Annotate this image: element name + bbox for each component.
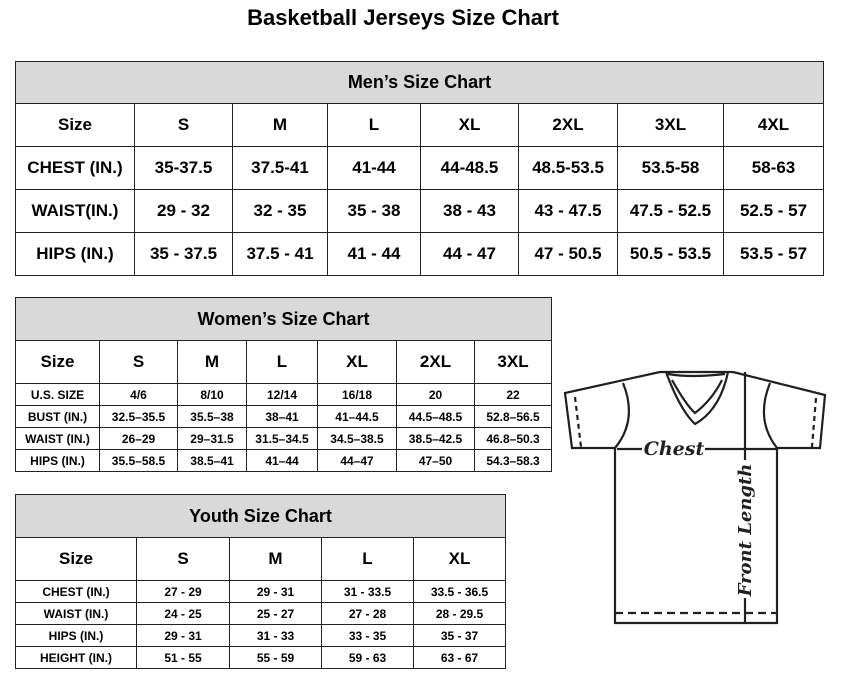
- value-cell: 38.5–41: [177, 449, 247, 472]
- value-cell: 47 - 50.5: [518, 232, 618, 276]
- left-sleeve-seam: [614, 382, 630, 449]
- table-row: HIPS (IN.) 35 - 37.5 37.5 - 41 41 - 44 44 - …: [15, 232, 824, 276]
- row-label: BUST (IN.): [15, 405, 100, 428]
- size-cell: XL: [412, 537, 507, 581]
- mens-heading: Men’s Size Chart: [15, 61, 824, 104]
- value-cell: 53.5-58: [617, 146, 724, 190]
- size-cell: M: [232, 103, 328, 147]
- value-cell: 38–41: [246, 405, 318, 428]
- table-row: HEIGHT (IN.) 51 - 55 55 - 59 59 - 63 63 - 67: [15, 646, 507, 669]
- value-cell: 33 - 35: [321, 624, 414, 647]
- value-cell: 33.5 - 36.5: [412, 580, 507, 603]
- value-cell: 31 - 33: [229, 624, 322, 647]
- size-row: Size S M L XL: [15, 537, 507, 581]
- size-label: Size: [15, 340, 100, 384]
- womens-size-table: Women’s Size Chart Size S M L XL 2XL 3XL U.S. S…: [14, 297, 553, 472]
- table-row: CHEST (IN.) 27 - 29 29 - 31 31 - 33.5 33.5 -…: [15, 580, 507, 603]
- value-cell: 41-44: [327, 146, 421, 190]
- size-cell: S: [134, 103, 233, 147]
- value-cell: 47–50: [396, 449, 475, 472]
- page-title: Basketball Jerseys Size Chart: [247, 5, 559, 30]
- value-cell: 55 - 59: [229, 646, 322, 669]
- size-cell: 2XL: [518, 103, 618, 147]
- value-cell: 27 - 29: [136, 580, 230, 603]
- value-cell: 59 - 63: [321, 646, 414, 669]
- size-cell: L: [246, 340, 318, 384]
- value-cell: 24 - 25: [136, 602, 230, 625]
- table-row: WAIST (IN.) 24 - 25 25 - 27 27 - 28 28 - 29.…: [15, 602, 507, 625]
- size-cell: 3XL: [617, 103, 724, 147]
- value-cell: 46.8–50.3: [473, 427, 553, 450]
- value-cell: 44-48.5: [420, 146, 519, 190]
- value-cell: 52.5 - 57: [723, 189, 824, 233]
- table-row: CHEST (IN.) 35-37.5 37.5-41 41-44 44-48.5 48.…: [15, 146, 824, 190]
- value-cell: 54.3–58.3: [473, 449, 553, 472]
- right-sleeve-seam: [762, 382, 778, 449]
- row-label: WAIST (IN.): [15, 602, 137, 625]
- size-cell: 2XL: [396, 340, 475, 384]
- value-cell: 35.5–38: [177, 405, 247, 428]
- size-cell: XL: [420, 103, 519, 147]
- value-cell: 32 - 35: [232, 189, 328, 233]
- row-label: WAIST(IN.): [15, 189, 135, 233]
- value-cell: 26–29: [99, 427, 178, 450]
- value-cell: 58-63: [723, 146, 824, 190]
- youth-size-table: Youth Size Chart Size S M L XL CHEST (IN.) 27 …: [14, 494, 507, 669]
- mens-size-table: Men’s Size Chart Size S M L XL 2XL 3XL 4XL CHEST…: [15, 61, 824, 276]
- row-label: HEIGHT (IN.): [15, 646, 137, 669]
- value-cell: 38 - 43: [420, 189, 519, 233]
- value-cell: 25 - 27: [229, 602, 322, 625]
- table-row: WAIST(IN.) 29 - 32 32 - 35 35 - 38 38 - 43 43…: [15, 189, 824, 233]
- value-cell: 29 - 31: [136, 624, 230, 647]
- value-cell: 52.8–56.5: [473, 405, 553, 428]
- size-cell: M: [229, 537, 322, 581]
- value-cell: 29–31.5: [177, 427, 247, 450]
- jersey-outline: [563, 370, 827, 625]
- size-row: Size S M L XL 2XL 3XL 4XL: [15, 103, 824, 147]
- jersey-collar: [660, 370, 733, 426]
- chest-label: Chest: [644, 438, 705, 460]
- table-row: HIPS (IN.) 35.5–58.5 38.5–41 41–44 44–47 47–5…: [15, 449, 553, 472]
- size-cell: L: [321, 537, 414, 581]
- value-cell: 44.5–48.5: [396, 405, 475, 428]
- value-cell: 43 - 47.5: [518, 189, 618, 233]
- value-cell: 34.5–38.5: [317, 427, 397, 450]
- front-length-label: Front Length: [735, 464, 756, 598]
- value-cell: 48.5-53.5: [518, 146, 618, 190]
- size-cell: L: [327, 103, 421, 147]
- size-cell: S: [136, 537, 230, 581]
- sleeve-hem-dashes: [573, 396, 818, 448]
- size-label: Size: [15, 537, 137, 581]
- value-cell: 35 - 38: [327, 189, 421, 233]
- value-cell: 28 - 29.5: [412, 602, 507, 625]
- table-row: BUST (IN.) 32.5–35.5 35.5–38 38–41 41–44.5 44…: [15, 405, 553, 428]
- value-cell: 38.5–42.5: [396, 427, 475, 450]
- row-label: HIPS (IN.): [15, 232, 135, 276]
- value-cell: 35 - 37.5: [134, 232, 233, 276]
- size-row: Size S M L XL 2XL 3XL: [15, 340, 553, 384]
- value-cell: 63 - 67: [412, 646, 507, 669]
- table-row: WAIST (IN.) 26–29 29–31.5 31.5–34.5 34.5–38.…: [15, 427, 553, 450]
- value-cell: 53.5 - 57: [723, 232, 824, 276]
- value-cell: 37.5 - 41: [232, 232, 328, 276]
- youth-heading: Youth Size Chart: [14, 494, 507, 538]
- table-row: U.S. SIZE 4/6 8/10 12/14 16/18 20 22: [15, 383, 553, 406]
- row-label: HIPS (IN.): [15, 449, 100, 472]
- value-cell: 41–44: [246, 449, 318, 472]
- row-label: CHEST (IN.): [15, 146, 135, 190]
- value-cell: 51 - 55: [136, 646, 230, 669]
- value-cell: 31.5–34.5: [246, 427, 318, 450]
- value-cell: 41 - 44: [327, 232, 421, 276]
